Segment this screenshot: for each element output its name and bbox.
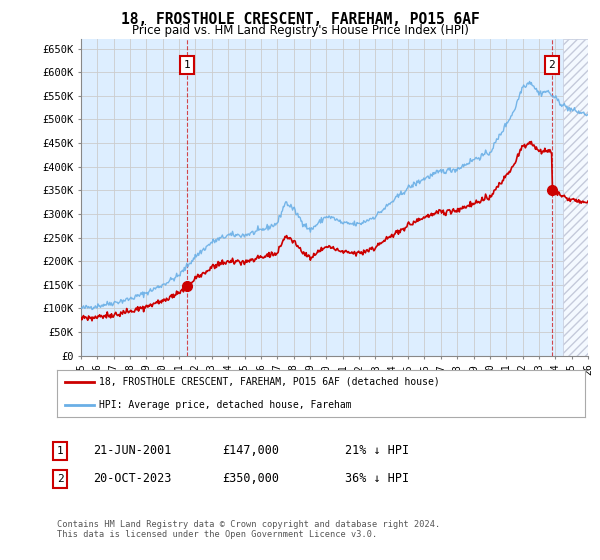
Text: £350,000: £350,000 — [222, 472, 279, 486]
Text: HPI: Average price, detached house, Fareham: HPI: Average price, detached house, Fare… — [99, 400, 352, 410]
Text: 18, FROSTHOLE CRESCENT, FAREHAM, PO15 6AF: 18, FROSTHOLE CRESCENT, FAREHAM, PO15 6A… — [121, 12, 479, 27]
Text: 21% ↓ HPI: 21% ↓ HPI — [345, 444, 409, 458]
Text: 1: 1 — [56, 446, 64, 456]
Bar — [563, 39, 588, 356]
Text: 20-OCT-2023: 20-OCT-2023 — [93, 472, 172, 486]
Text: 2: 2 — [548, 60, 555, 70]
Bar — [563, 39, 588, 356]
Text: 2: 2 — [56, 474, 64, 484]
Text: 36% ↓ HPI: 36% ↓ HPI — [345, 472, 409, 486]
Text: 18, FROSTHOLE CRESCENT, FAREHAM, PO15 6AF (detached house): 18, FROSTHOLE CRESCENT, FAREHAM, PO15 6A… — [99, 376, 440, 386]
Text: 21-JUN-2001: 21-JUN-2001 — [93, 444, 172, 458]
Text: Price paid vs. HM Land Registry's House Price Index (HPI): Price paid vs. HM Land Registry's House … — [131, 24, 469, 37]
Text: Contains HM Land Registry data © Crown copyright and database right 2024.
This d: Contains HM Land Registry data © Crown c… — [57, 520, 440, 539]
Text: 1: 1 — [184, 60, 190, 70]
Text: £147,000: £147,000 — [222, 444, 279, 458]
